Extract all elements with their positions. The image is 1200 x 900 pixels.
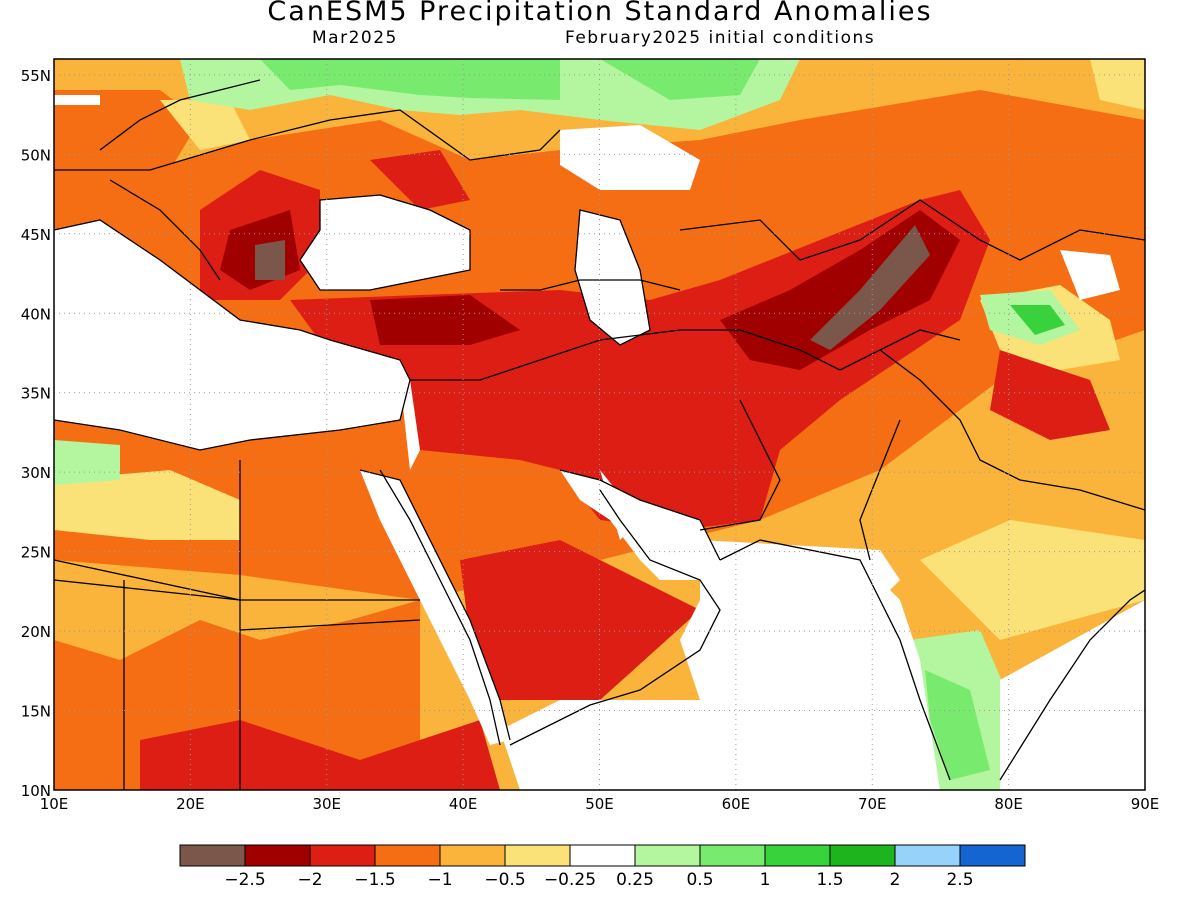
initial-conditions: February2025 initial conditions bbox=[565, 28, 876, 48]
colorbar-swatch bbox=[699, 844, 766, 867]
colorbar-tick-label: −0.5 bbox=[484, 870, 525, 890]
colorbar-swatch bbox=[764, 844, 831, 867]
colorbar-swatch bbox=[894, 844, 961, 867]
longitude-tick-label: 80E bbox=[994, 795, 1023, 813]
longitude-tick-label: 70E bbox=[858, 795, 887, 813]
colorbar-tick-label: −1.5 bbox=[354, 870, 395, 890]
latitude-tick-label: 45N bbox=[21, 226, 51, 244]
colorbar-swatch bbox=[374, 844, 441, 867]
colorbar bbox=[179, 844, 1026, 867]
map-frame bbox=[53, 58, 1146, 791]
colorbar-swatch bbox=[829, 844, 896, 867]
colorbar-tick-label: 2 bbox=[890, 870, 901, 890]
colorbar-tick-label: 2.5 bbox=[946, 870, 973, 890]
graticule bbox=[54, 59, 1145, 790]
longitude-tick-label: 40E bbox=[449, 795, 478, 813]
latitude-labels: 10N 15N 20N 25N 30N 35N 40N 45N 50N 55N bbox=[21, 67, 51, 800]
map-title: CanESM5 Precipitation Standard Anomalies bbox=[267, 0, 933, 27]
colorbar-labels: −2.5 −2 −1.5 −1 −0.5 −0.25 0.25 0.5 1 1.5 2 2.5 bbox=[224, 870, 973, 890]
colorbar-swatch bbox=[504, 844, 571, 867]
boundaries bbox=[54, 79, 1145, 790]
colorbar-swatch bbox=[439, 844, 506, 867]
latitude-tick-label: 20N bbox=[21, 623, 51, 641]
latitude-tick-label: 35N bbox=[21, 385, 51, 403]
longitude-tick-label: 20E bbox=[176, 795, 205, 813]
colorbar-tick-label: 1 bbox=[760, 870, 771, 890]
colorbar-tick-label: −0.25 bbox=[544, 870, 596, 890]
longitude-tick-label: 10E bbox=[40, 795, 69, 813]
colorbar-swatch bbox=[959, 844, 1026, 867]
colorbar-tick-label: 1.5 bbox=[816, 870, 843, 890]
longitude-labels: 10E 20E 30E 40E 50E 60E 70E 80E 90E bbox=[40, 795, 1160, 813]
colorbar-swatch bbox=[179, 844, 246, 867]
colorbar-tick-label: 0.25 bbox=[616, 870, 654, 890]
longitude-tick-label: 60E bbox=[722, 795, 751, 813]
longitude-tick-label: 30E bbox=[312, 795, 341, 813]
latitude-tick-label: 55N bbox=[21, 67, 51, 85]
colorbar-tick-label: −2.5 bbox=[224, 870, 265, 890]
longitude-tick-label: 90E bbox=[1131, 795, 1160, 813]
latitude-tick-label: 30N bbox=[21, 464, 51, 482]
latitude-tick-label: 25N bbox=[21, 544, 51, 562]
longitude-tick-label: 50E bbox=[585, 795, 614, 813]
colorbar-swatch bbox=[244, 844, 311, 867]
colorbar-tick-label: −1 bbox=[427, 870, 452, 890]
forecast-month: Mar2025 bbox=[312, 28, 398, 48]
latitude-tick-label: 10N bbox=[21, 782, 51, 800]
colorbar-swatch bbox=[634, 844, 701, 867]
colorbar-swatch bbox=[569, 844, 636, 867]
colorbar-swatch bbox=[309, 844, 376, 867]
latitude-tick-label: 50N bbox=[21, 146, 51, 164]
colorbar-tick-label: −2 bbox=[297, 870, 322, 890]
latitude-tick-label: 15N bbox=[21, 703, 51, 721]
colorbar-tick-label: 0.5 bbox=[686, 870, 713, 890]
latitude-tick-label: 40N bbox=[21, 305, 51, 323]
anomaly-field bbox=[54, 59, 1145, 790]
